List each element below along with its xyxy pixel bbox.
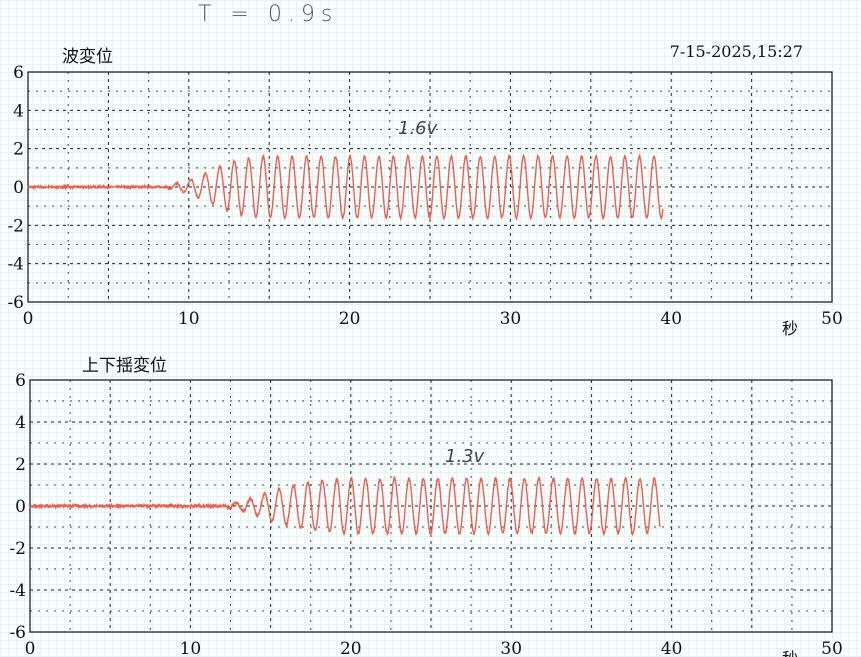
y-tick-label: 6 [15, 371, 26, 391]
timestamp: 7-15-2025,15:27 [669, 42, 803, 61]
x-tick-label: 30 [500, 309, 522, 329]
x-tick-label: 30 [500, 639, 522, 657]
x-tick-label: 10 [178, 309, 200, 329]
y-tick-label: 2 [15, 455, 26, 475]
x-tick-label: 50 [821, 639, 843, 657]
y-tick-label: 4 [15, 413, 26, 433]
signal-series-line [29, 475, 661, 538]
y-tick-label: -4 [9, 581, 26, 601]
x-tick-label: 0 [25, 639, 36, 657]
y-tick-label: -6 [9, 623, 26, 643]
y-tick-label: -4 [7, 255, 24, 275]
x-tick-label: 40 [661, 639, 683, 657]
x-tick-label: 20 [339, 309, 361, 329]
handwritten-amplitude-annotation: 1.6v [398, 118, 438, 139]
y-tick-label: 0 [13, 178, 24, 198]
signal-series-line [27, 153, 664, 222]
y-tick-label: 2 [13, 140, 24, 160]
x-axis-unit-label: 秒 [782, 319, 798, 338]
y-tick-label: -6 [7, 293, 24, 313]
y-tick-label: -2 [9, 539, 26, 559]
x-tick-label: 50 [821, 309, 843, 329]
chart-title-heave-displacement: 上下揺変位 [82, 356, 167, 376]
x-tick-label: 10 [180, 639, 202, 657]
x-tick-label: 20 [340, 639, 362, 657]
x-axis-unit-label: 秒 [782, 649, 798, 657]
y-tick-label: -2 [7, 216, 24, 236]
handwritten-amplitude-annotation: 1.3v [445, 446, 485, 467]
handwritten-period-note: T = 0.9s [198, 2, 339, 27]
y-tick-label: 4 [13, 101, 24, 121]
y-tick-label: 6 [13, 63, 24, 83]
plot-frame [29, 379, 833, 633]
x-tick-label: 40 [660, 309, 682, 329]
y-tick-label: 0 [15, 497, 26, 517]
x-tick-label: 0 [23, 309, 34, 329]
chart-title-wave-displacement: 波変位 [62, 47, 113, 67]
